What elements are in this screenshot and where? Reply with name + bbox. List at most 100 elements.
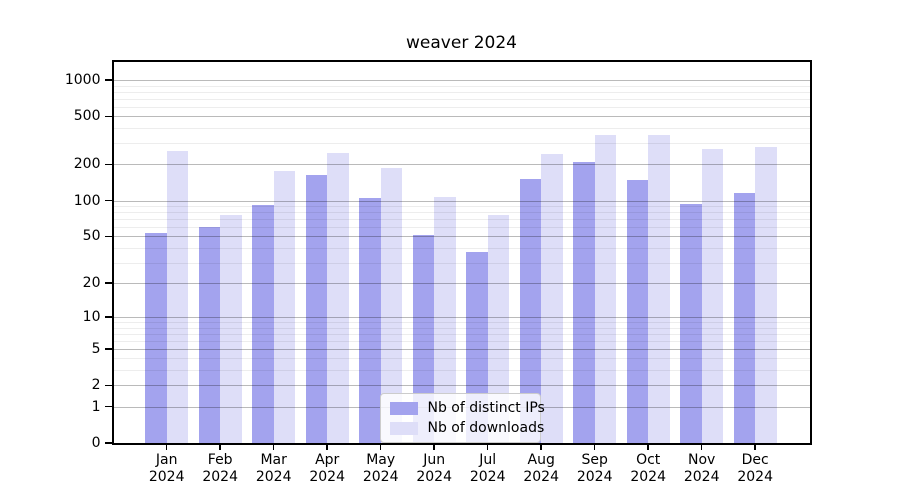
bar-distinct-ips-sep bbox=[573, 162, 595, 443]
x-tick-label-aug: Aug 2024 bbox=[509, 452, 573, 486]
x-tick bbox=[647, 445, 649, 450]
x-tick bbox=[272, 445, 275, 450]
x-tick bbox=[700, 445, 703, 450]
y-tick bbox=[104, 442, 112, 444]
x-tick-label-line: 2024 bbox=[630, 469, 666, 485]
x-tick-label-jun: Jun 2024 bbox=[402, 452, 466, 486]
x-tick bbox=[379, 445, 382, 450]
x-tick-label-sep: Sep 2024 bbox=[563, 452, 627, 486]
y-tick bbox=[104, 235, 112, 238]
x-tick-label-line: 2024 bbox=[362, 469, 399, 485]
bar-downloads-aug bbox=[541, 154, 563, 443]
y-tick bbox=[104, 348, 112, 350]
y-tick bbox=[104, 199, 112, 202]
x-tick-label-line: 2024 bbox=[416, 469, 452, 485]
gridline-minor bbox=[113, 98, 810, 100]
y-tick-label: 2 bbox=[91, 377, 101, 394]
x-tick bbox=[165, 445, 168, 450]
plot-area: 0 1 2 5 10 20 50 100 200 500 1000 Jan 2024 Feb 2024 Mar… bbox=[65, 60, 812, 485]
bar-downloads-apr bbox=[327, 153, 349, 443]
bar-downloads-jun bbox=[434, 196, 456, 443]
x-tick-label-line: Nov bbox=[688, 452, 716, 468]
bar-downloads-may bbox=[380, 167, 403, 443]
bar-downloads-nov bbox=[701, 149, 724, 443]
x-tick-label-line: 2024 bbox=[309, 469, 345, 485]
y-tick-label: 200 bbox=[73, 156, 101, 173]
y-tick-label: 500 bbox=[73, 108, 101, 125]
bar-distinct-ips-jun bbox=[412, 235, 435, 443]
y-tick bbox=[104, 115, 112, 118]
x-tick-label-line: Mar bbox=[260, 452, 287, 468]
x-tick-label-line: 2024 bbox=[469, 469, 506, 485]
gridline-major bbox=[113, 80, 810, 81]
legend-item-distinct-ips: Nb of distinct IPs bbox=[389, 400, 545, 416]
x-tick-label-jul: Jul 2024 bbox=[456, 452, 520, 486]
chart-title: weaver 2024 bbox=[406, 33, 517, 53]
x-tick-label-oct: Oct 2024 bbox=[616, 452, 680, 486]
x-tick-label-line: 2024 bbox=[576, 469, 613, 485]
x-tick-label-line: 2024 bbox=[255, 469, 292, 485]
bar-distinct-ips-oct bbox=[626, 180, 649, 443]
x-tick-label-line: Aug bbox=[527, 452, 555, 468]
gridline-minor bbox=[113, 143, 810, 145]
bar-distinct-ips-feb bbox=[198, 227, 221, 443]
gridline-minor bbox=[113, 91, 810, 93]
bar-downloads-oct bbox=[648, 135, 670, 443]
x-tick-label-line: Feb bbox=[207, 452, 233, 468]
x-tick-label-jan: Jan 2024 bbox=[135, 452, 199, 486]
y-tick-label: 0 bbox=[91, 435, 101, 451]
y-tick bbox=[104, 384, 112, 387]
bar-downloads-jul bbox=[487, 215, 510, 443]
x-tick-label-line: Dec bbox=[741, 452, 769, 468]
bar-distinct-ips-apr bbox=[305, 175, 328, 443]
bar-distinct-ips-mar bbox=[252, 204, 274, 443]
x-tick bbox=[593, 445, 596, 450]
bar-distinct-ips-may bbox=[359, 198, 381, 443]
y-tick bbox=[104, 316, 112, 318]
bar-downloads-jan bbox=[166, 150, 189, 443]
legend-swatch-distinct-ips-icon bbox=[389, 401, 418, 415]
x-tick-label-mar: Mar 2024 bbox=[242, 452, 306, 486]
x-tick-label-line: Jun bbox=[423, 452, 446, 468]
y-tick bbox=[104, 79, 112, 81]
y-tick bbox=[104, 405, 112, 408]
x-tick bbox=[540, 445, 542, 450]
x-tick-label-dec: Dec 2024 bbox=[723, 452, 787, 486]
legend-label-distinct-ips: Nb of distinct IPs bbox=[427, 400, 545, 416]
x-tick-label-line: 2024 bbox=[148, 469, 185, 485]
y-tick-label: 20 bbox=[82, 275, 101, 292]
y-tick-label: 50 bbox=[82, 228, 101, 245]
x-tick-label-nov: Nov 2024 bbox=[670, 452, 734, 486]
x-tick-label-line: Oct bbox=[636, 452, 661, 468]
x-tick-label-line: Jan bbox=[155, 452, 178, 468]
bar-downloads-mar bbox=[273, 171, 296, 443]
y-tick bbox=[104, 163, 112, 166]
bar-distinct-ips-nov bbox=[680, 204, 702, 443]
x-tick-label-line: 2024 bbox=[737, 469, 773, 485]
y-tick-label: 5 bbox=[91, 340, 101, 357]
y-tick-label: 10 bbox=[82, 309, 101, 325]
y-tick-label: 100 bbox=[73, 192, 101, 209]
x-tick-label-line: Sep bbox=[581, 452, 608, 468]
x-tick-label-line: 2024 bbox=[202, 469, 238, 485]
gridline-minor bbox=[113, 128, 810, 130]
x-tick-label-line: 2024 bbox=[523, 469, 559, 485]
x-tick-label-line: Jul bbox=[479, 452, 497, 468]
gridline-minor bbox=[113, 85, 810, 87]
x-tick bbox=[433, 445, 435, 450]
y-tick-label: 1 bbox=[91, 398, 101, 415]
x-tick bbox=[326, 445, 328, 450]
x-tick bbox=[219, 445, 221, 450]
x-tick-label-apr: Apr 2024 bbox=[295, 452, 359, 486]
x-tick-label-may: May 2024 bbox=[349, 452, 413, 486]
x-tick bbox=[486, 445, 489, 450]
gridline-major bbox=[113, 116, 810, 118]
bar-distinct-ips-dec bbox=[733, 192, 756, 443]
x-tick bbox=[754, 445, 756, 450]
x-tick-label-line: 2024 bbox=[683, 469, 720, 485]
bar-downloads-sep bbox=[594, 135, 617, 443]
x-tick-label-line: May bbox=[366, 452, 396, 468]
y-tick bbox=[104, 282, 112, 284]
x-tick-label-feb: Feb 2024 bbox=[188, 452, 252, 486]
